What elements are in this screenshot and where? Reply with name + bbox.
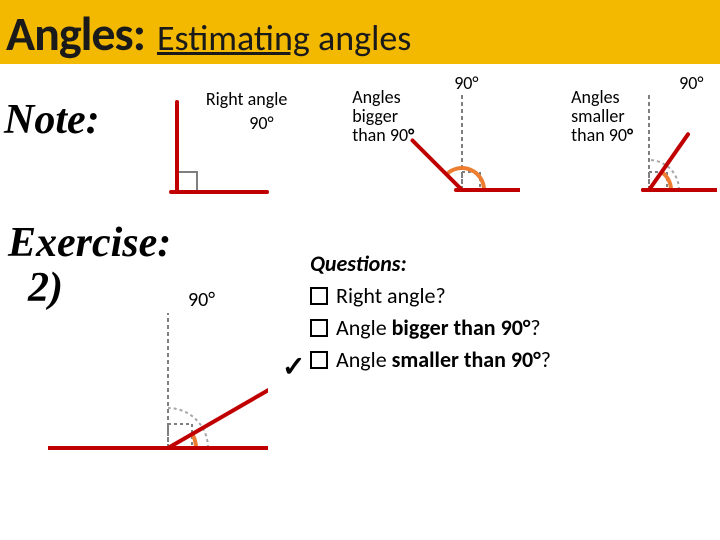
- q2-pre: Angle: [336, 314, 392, 341]
- q2-b: bigger than 90: [392, 314, 523, 341]
- title-main: Angles:: [6, 4, 145, 63]
- panel-smaller: 90° Angles smaller than 90°: [531, 72, 716, 202]
- exercise-label: Exercise:: [8, 222, 171, 264]
- svg-right-angle: [137, 72, 323, 202]
- q-item-3: ✓Angle smaller than 90°?: [336, 344, 551, 376]
- checkbox-1: [310, 287, 328, 305]
- title-sub: Estimating angles: [157, 16, 411, 60]
- q3-deg: °: [533, 346, 541, 373]
- q1-text: Right angle?: [336, 282, 446, 309]
- q3-b: smaller than 90: [392, 346, 534, 373]
- title-bar: Angles: Estimating angles: [0, 0, 720, 64]
- q2-post: ?: [530, 314, 540, 341]
- svg-bigger: [334, 72, 520, 202]
- note-row: Note: Right angle 90° 90° Angles bigger …: [0, 72, 720, 202]
- panel-bigger: 90° Angles bigger than 90°: [334, 72, 519, 202]
- svg-smaller: [531, 72, 717, 202]
- questions-block: Questions: Right angle? Angle bigger tha…: [310, 248, 551, 376]
- panel-right-angle: Right angle 90°: [137, 72, 322, 202]
- exercise-diagram: 90°: [48, 298, 268, 468]
- title-sub-rest: angles: [310, 16, 412, 60]
- note-label: Note:: [4, 96, 125, 144]
- q-item-2: Angle bigger than 90°?: [336, 312, 551, 344]
- q3-post: ?: [541, 346, 551, 373]
- checkbox-3: ✓: [310, 351, 328, 369]
- questions-title: Questions:: [310, 248, 551, 280]
- q-item-1: Right angle?: [336, 280, 551, 312]
- title-sub-underline: Estimating: [157, 16, 310, 60]
- q3-pre: Angle: [336, 346, 392, 373]
- checkbox-2: [310, 319, 328, 337]
- svg-exercise: [48, 298, 268, 468]
